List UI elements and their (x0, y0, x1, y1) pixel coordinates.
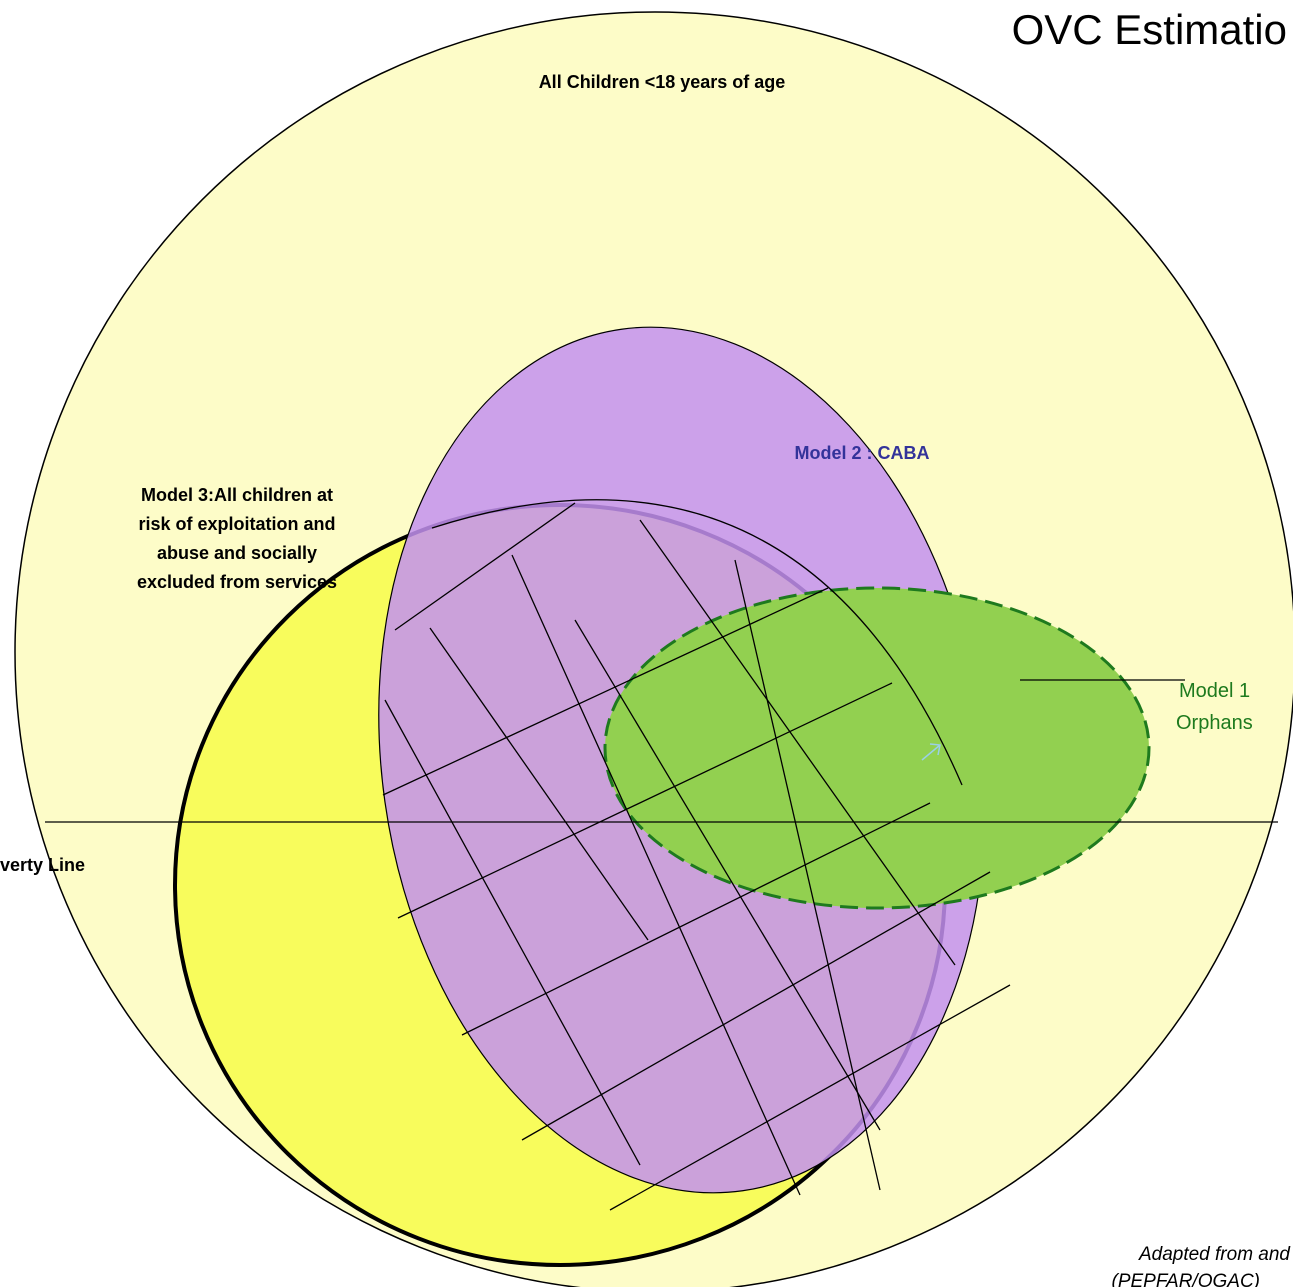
hatch-line (574, 619, 881, 1131)
hatch-line (639, 519, 956, 966)
outer-label: All Children <18 years of age (539, 72, 786, 92)
arrow (921, 743, 941, 761)
model3-label: abuse and socially (157, 543, 317, 563)
model1-ellipse (603, 586, 1151, 910)
hatch-line (511, 554, 801, 1196)
model3-label: excluded from services (137, 572, 337, 592)
title: OVC Estimatio (1012, 6, 1287, 53)
hatch-line (609, 984, 1011, 1211)
hatch-arc (431, 499, 963, 786)
hatch-line (397, 682, 893, 919)
hatch-line (429, 627, 649, 941)
poverty-label: verty Line (0, 855, 85, 875)
hatch-line (521, 871, 991, 1141)
hatch-line (734, 559, 881, 1191)
hatch (382, 499, 1011, 1211)
hatch-line (384, 699, 641, 1166)
source: Adapted from and (1138, 1244, 1291, 1265)
model2-label: Model 2 : CABA (795, 443, 930, 463)
model1-label: Orphans (1176, 712, 1253, 734)
hatch-line (382, 587, 829, 796)
source: (PEPFAR/OGAC) (1112, 1271, 1261, 1287)
model3-label: Model 3:All children at (141, 485, 333, 505)
hatch-line (394, 502, 576, 631)
model1-label: Model 1 (1179, 680, 1250, 702)
model3-label: risk of exploitation and (138, 514, 335, 534)
hatch-line (461, 802, 931, 1036)
